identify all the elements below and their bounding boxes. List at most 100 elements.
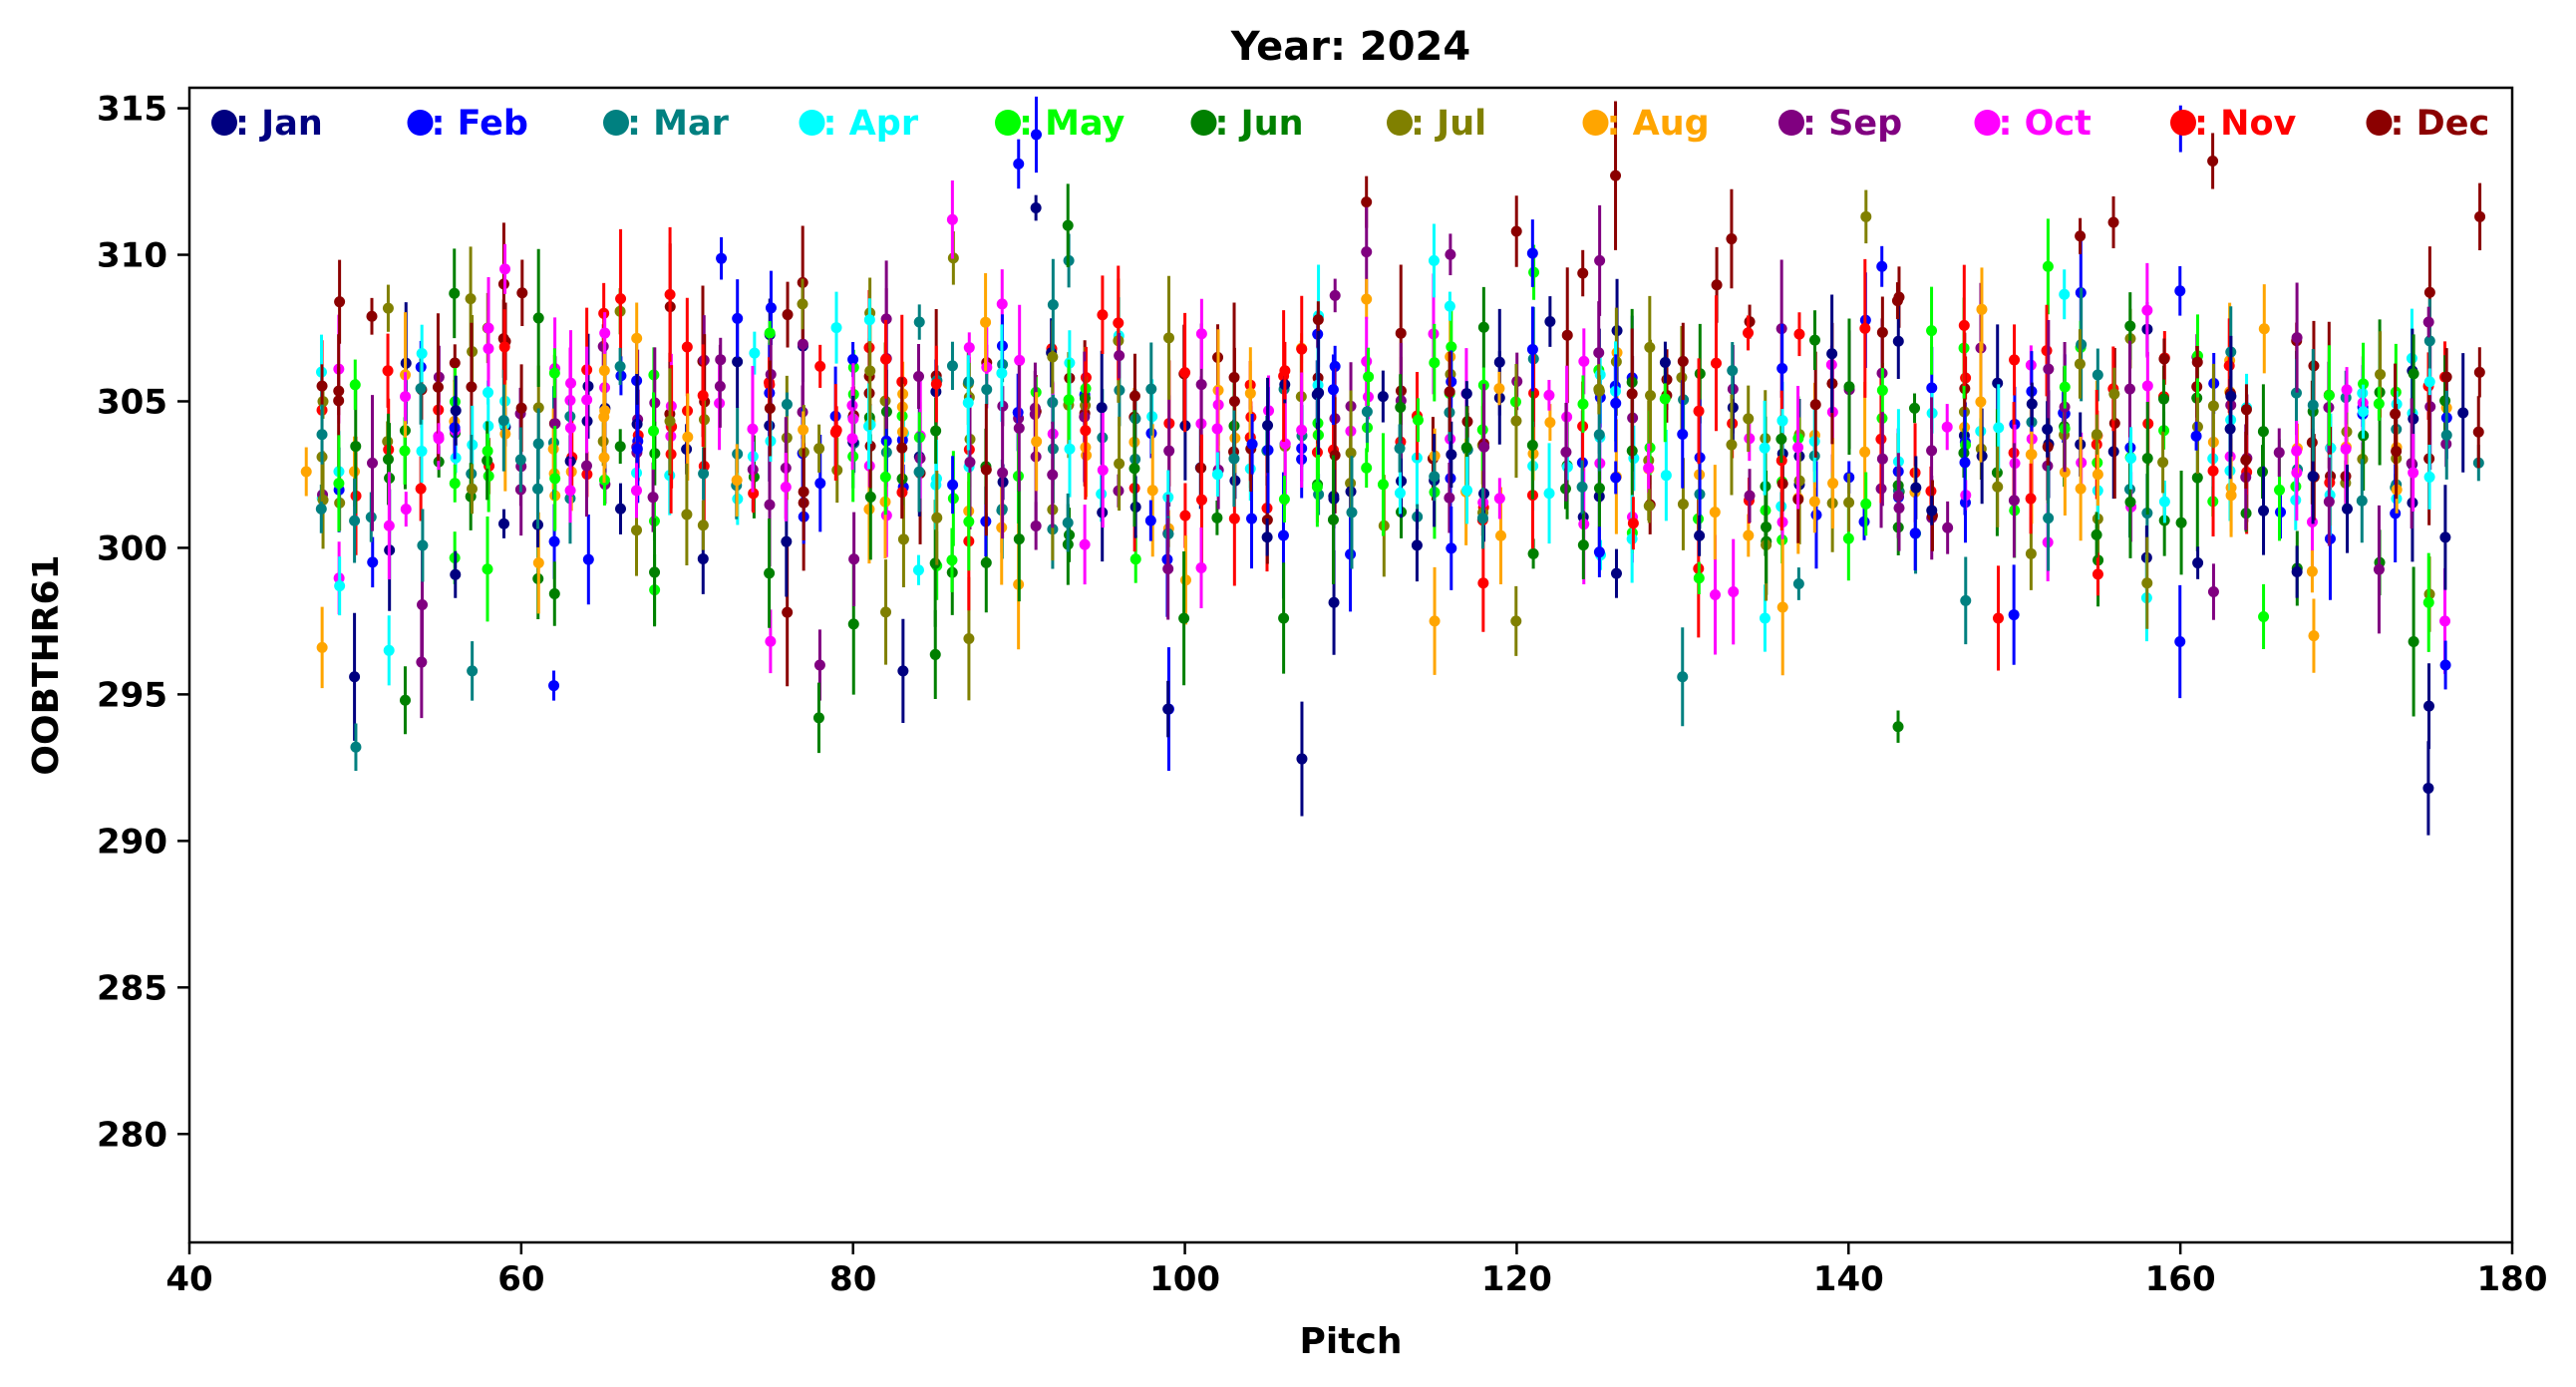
data-point <box>466 381 478 393</box>
data-point <box>1047 469 1059 481</box>
data-point <box>1644 341 1656 353</box>
data-point <box>1163 332 1175 344</box>
data-point <box>2041 345 2053 357</box>
data-point <box>2307 471 2319 483</box>
legend-label: : Oct <box>1999 104 2092 144</box>
data-point <box>1960 594 1972 606</box>
data-point <box>1493 383 1505 395</box>
x-axis: 40 60 80 100 120 140 160 180 <box>165 1242 2547 1299</box>
data-point <box>997 467 1009 479</box>
data-point <box>2472 426 2484 438</box>
data-point <box>2439 615 2451 627</box>
data-point <box>1279 365 1291 377</box>
data-point <box>1643 462 1655 474</box>
data-point <box>1444 492 1455 504</box>
data-point <box>1792 442 1804 454</box>
data-point <box>630 485 642 497</box>
data-point <box>1976 303 1988 315</box>
legend-marker <box>1387 110 1413 136</box>
data-point <box>1013 533 1025 545</box>
y-axis-label: OOBTHR61 <box>26 554 67 775</box>
data-point <box>1677 499 1689 511</box>
data-point <box>1329 289 1341 301</box>
legend-marker <box>2366 110 2393 136</box>
data-point <box>931 512 943 523</box>
data-point <box>548 535 560 547</box>
data-point <box>416 445 428 457</box>
data-point <box>765 302 777 314</box>
data-point <box>483 387 494 399</box>
data-point <box>1510 225 1522 237</box>
data-point <box>349 671 361 683</box>
data-point <box>2025 493 2037 505</box>
data-point <box>946 554 958 566</box>
data-point <box>946 360 958 372</box>
data-point <box>367 457 379 469</box>
data-point <box>1926 505 1938 517</box>
data-point <box>1892 335 1904 347</box>
data-point <box>2008 495 2020 507</box>
data-point <box>548 587 560 599</box>
data-point <box>300 466 312 478</box>
data-point <box>449 287 461 299</box>
data-point <box>1710 357 1722 369</box>
data-point <box>1446 341 1457 353</box>
data-point <box>1577 539 1589 551</box>
data-point <box>400 391 412 403</box>
legend-item-jun: : Jun <box>1190 104 1304 144</box>
data-point <box>996 298 1008 310</box>
data-point <box>1179 367 1191 379</box>
data-point <box>1097 465 1109 477</box>
data-point <box>1296 343 1308 355</box>
data-point <box>1013 422 1025 434</box>
legend-label: : Jun <box>1215 104 1304 144</box>
data-point <box>2059 288 2071 300</box>
data-point <box>1660 470 1672 482</box>
data-point <box>781 398 793 410</box>
data-point <box>1709 507 1721 519</box>
data-point <box>1610 567 1622 579</box>
data-point <box>930 425 942 437</box>
data-point <box>417 539 429 551</box>
data-point <box>1659 393 1671 405</box>
data-point <box>764 327 776 339</box>
data-point <box>466 483 478 495</box>
data-point <box>2273 447 2285 459</box>
data-point <box>383 520 395 531</box>
data-point <box>1876 260 1888 272</box>
data-point <box>813 659 825 671</box>
data-point <box>1826 348 1838 360</box>
data-point <box>2308 630 2320 642</box>
data-point <box>1776 601 1788 613</box>
data-point <box>1162 563 1174 575</box>
data-point <box>1926 445 1938 457</box>
data-point <box>1992 377 2004 389</box>
legend-label: : Jul <box>1411 104 1486 144</box>
data-point <box>2092 369 2103 381</box>
data-point <box>732 356 744 368</box>
data-point <box>1030 129 1042 141</box>
data-point <box>383 644 395 656</box>
data-point <box>1211 512 1223 523</box>
data-point <box>2074 358 2086 370</box>
data-point <box>2042 260 2054 272</box>
data-point <box>2423 471 2435 483</box>
data-point <box>532 557 544 569</box>
data-point <box>2192 557 2204 569</box>
data-point <box>1195 561 1207 573</box>
data-point <box>1892 721 1904 733</box>
data-point <box>1129 553 1141 565</box>
data-point <box>1891 295 1903 307</box>
data-point <box>433 433 445 445</box>
data-point <box>963 516 975 527</box>
data-point <box>467 665 479 677</box>
data-point <box>1526 343 1538 355</box>
data-point <box>1179 510 1191 521</box>
data-point <box>879 471 891 483</box>
data-point <box>367 556 379 568</box>
data-point <box>1909 402 1921 414</box>
plot-frame <box>187 86 2514 1244</box>
legend-label: : Dec <box>2391 104 2490 144</box>
data-point <box>599 327 611 339</box>
data-point <box>2125 453 2137 465</box>
